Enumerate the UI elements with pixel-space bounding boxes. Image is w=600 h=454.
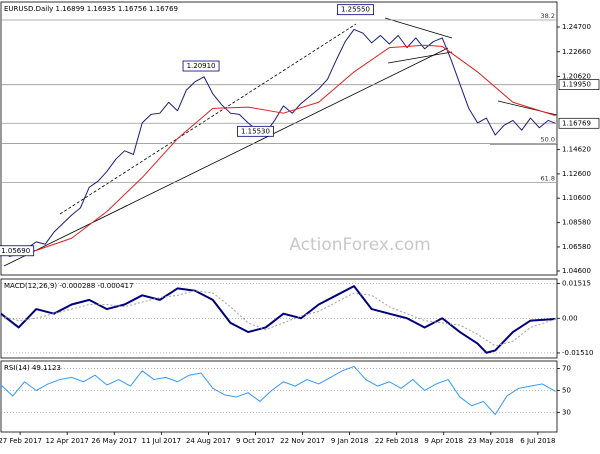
y-tick-label: 50 — [562, 386, 571, 394]
price-label: 1.16769 — [562, 119, 591, 127]
y-tick-label: 70 — [562, 365, 571, 373]
y-tick-label: 1.10600 — [562, 194, 591, 202]
trendline — [387, 51, 453, 64]
price-label: 1.19950 — [562, 81, 591, 89]
x-tick-label: 24 Aug 2017 — [186, 437, 231, 445]
x-tick-label: 9 Jan 2018 — [331, 437, 369, 445]
series-line — [0, 365, 556, 416]
annotation-label: 1.05690 — [1, 247, 30, 255]
y-tick-label: 30 — [562, 408, 571, 416]
trendline — [384, 17, 453, 39]
series-line — [0, 290, 556, 347]
x-tick-label: 11 Jul 2017 — [142, 437, 182, 445]
annotation-box — [0, 245, 35, 257]
watermark: ActionForex.com — [289, 235, 430, 255]
x-tick-label: 22 Nov 2017 — [280, 437, 325, 445]
panel-title: MACD(12,26,9) -0.000288 -0.000417 — [4, 282, 133, 290]
annotation-box — [237, 125, 274, 137]
fib-level-label: 61.8 — [541, 174, 555, 182]
x-tick-label: 9 Apr 2018 — [424, 437, 463, 445]
panel-title: EURUSD.Daily 1.16899 1.16935 1.16756 1.1… — [4, 5, 178, 13]
annotation-box — [337, 4, 374, 16]
panel-frame — [0, 360, 558, 433]
y-tick-label: 0.00 — [562, 314, 578, 322]
panel-title: RSI(14) 49.1123 — [4, 364, 61, 372]
series-line — [0, 285, 556, 354]
annotation-box — [182, 60, 220, 72]
y-tick-label: 1.20620 — [562, 73, 591, 81]
price-label-box — [558, 117, 600, 129]
x-tick-label: 6 Jul 2018 — [520, 437, 555, 445]
y-tick-label: 1.12600 — [562, 170, 591, 178]
y-tick-label: 1.14620 — [562, 145, 591, 153]
series-line — [0, 28, 556, 257]
y-tick-label: 0.01515 — [562, 279, 591, 287]
x-tick-label: 9 Oct 2017 — [236, 437, 275, 445]
x-tick-label: 23 May 2018 — [468, 437, 514, 445]
annotation-label: 1.15530 — [241, 127, 270, 135]
y-tick-label: 1.22660 — [562, 48, 591, 56]
annotation-label: 1.20910 — [187, 62, 216, 70]
y-tick-label: 1.06580 — [562, 243, 591, 251]
x-tick-label: 12 Apr 2017 — [46, 437, 89, 445]
x-tick-label: 27 Feb 2017 — [0, 437, 42, 445]
y-tick-label: 1.24700 — [562, 23, 591, 31]
y-tick-label: 1.04600 — [562, 267, 591, 275]
fib-level-label: 50.0 — [541, 136, 555, 144]
series-line — [0, 44, 556, 253]
price-label-box — [558, 79, 600, 91]
panel-frame — [0, 1, 558, 276]
trendline — [59, 23, 357, 215]
y-tick-label: 1.08580 — [562, 219, 591, 227]
x-tick-label: 26 May 2017 — [91, 437, 137, 445]
x-tick-label: 22 Feb 2018 — [375, 437, 419, 445]
y-tick-label: -0.01510 — [562, 349, 593, 357]
fib-level-label: 38.2 — [541, 12, 555, 20]
annotation-label: 1.25550 — [341, 6, 370, 14]
